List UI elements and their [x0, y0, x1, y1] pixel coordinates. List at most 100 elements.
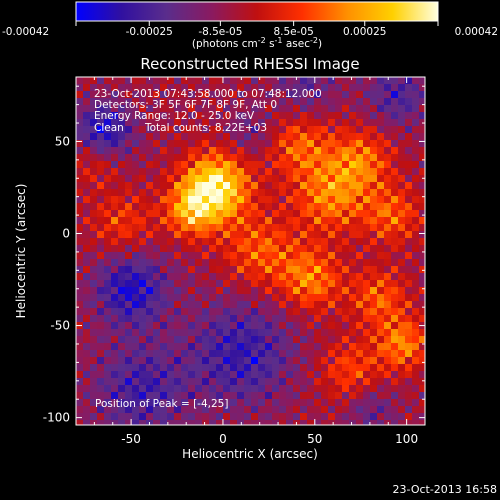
- heatmap-cell: [293, 322, 301, 330]
- heatmap-cell: [335, 105, 343, 113]
- heatmap-cell: [349, 154, 357, 162]
- heatmap-cell: [97, 308, 105, 316]
- y-tick-label: 50: [55, 134, 70, 148]
- heatmap-cell: [286, 161, 294, 169]
- heatmap-cell: [251, 245, 259, 253]
- heatmap-cell: [391, 308, 399, 316]
- heatmap-cell: [370, 168, 378, 176]
- heatmap-cell: [76, 98, 84, 106]
- heatmap-cell: [398, 392, 406, 400]
- heatmap-cell: [237, 147, 245, 155]
- heatmap-cell: [118, 385, 126, 393]
- heatmap-cell: [223, 413, 231, 421]
- heatmap-cell: [104, 252, 112, 260]
- heatmap-cell: [188, 196, 196, 204]
- heatmap-cell: [118, 273, 126, 281]
- heatmap-cell: [230, 196, 238, 204]
- heatmap-cell: [104, 84, 112, 92]
- heatmap-cell: [398, 140, 406, 148]
- heatmap-cell: [307, 308, 315, 316]
- heatmap-cell: [398, 308, 406, 316]
- heatmap-cell: [244, 252, 252, 260]
- heatmap-cell: [293, 175, 301, 183]
- heatmap-cell: [314, 182, 322, 190]
- heatmap-cell: [286, 196, 294, 204]
- heatmap-cell: [342, 336, 350, 344]
- heatmap-cell: [97, 140, 105, 148]
- heatmap-cell: [391, 182, 399, 190]
- heatmap-cell: [181, 182, 189, 190]
- heatmap-cell: [111, 385, 119, 393]
- heatmap-cell: [279, 77, 287, 85]
- heatmap-cell: [230, 322, 238, 330]
- heatmap-cell: [139, 357, 147, 365]
- heatmap-cell: [230, 147, 238, 155]
- heatmap-cell: [405, 182, 413, 190]
- heatmap-cell: [125, 189, 133, 197]
- heatmap-cell: [279, 210, 287, 218]
- heatmap-cell: [279, 140, 287, 148]
- heatmap-cell: [97, 322, 105, 330]
- heatmap-cell: [237, 210, 245, 218]
- heatmap-cell: [356, 371, 364, 379]
- heatmap-cell: [146, 294, 154, 302]
- heatmap-cell: [83, 119, 91, 127]
- heatmap-cell: [314, 112, 322, 120]
- heatmap-cell: [321, 77, 329, 85]
- heatmap-cell: [405, 329, 413, 337]
- heatmap-cell: [216, 364, 224, 372]
- heatmap-cell: [258, 266, 266, 274]
- heatmap-cell: [118, 378, 126, 386]
- heatmap-cell: [83, 210, 91, 218]
- heatmap-cell: [412, 154, 420, 162]
- heatmap-cell: [293, 336, 301, 344]
- heatmap-cell: [356, 378, 364, 386]
- heatmap-cell: [174, 98, 182, 106]
- heatmap-cell: [132, 133, 140, 141]
- heatmap-cell: [363, 189, 371, 197]
- heatmap-cell: [279, 147, 287, 155]
- heatmap-cell: [153, 196, 161, 204]
- heatmap-cell: [216, 252, 224, 260]
- heatmap-cell: [97, 413, 105, 421]
- heatmap-cell: [90, 329, 98, 337]
- heatmap-cell: [384, 322, 392, 330]
- heatmap-cell: [153, 238, 161, 246]
- heatmap-cell: [104, 231, 112, 239]
- heatmap-cell: [419, 420, 425, 425]
- heatmap-cell: [209, 84, 217, 92]
- heatmap-cell: [342, 210, 350, 218]
- heatmap-cell: [293, 203, 301, 211]
- heatmap-cell: [111, 392, 119, 400]
- heatmap-cell: [391, 224, 399, 232]
- heatmap-cell: [146, 378, 154, 386]
- heatmap-cell: [419, 399, 425, 407]
- heatmap-cell: [83, 273, 91, 281]
- heatmap-cell: [419, 154, 425, 162]
- heatmap-cell: [265, 329, 273, 337]
- heatmap-cell: [167, 385, 175, 393]
- heatmap-cell: [230, 336, 238, 344]
- heatmap-cell: [405, 77, 413, 85]
- heatmap-cell: [377, 420, 385, 425]
- heatmap-cell: [174, 322, 182, 330]
- heatmap-cell: [167, 154, 175, 162]
- heatmap-cell: [293, 301, 301, 309]
- heatmap-cell: [167, 161, 175, 169]
- heatmap-cell: [391, 392, 399, 400]
- heatmap-cell: [216, 399, 224, 407]
- heatmap-cell: [216, 385, 224, 393]
- heatmap-cell: [195, 175, 203, 183]
- heatmap-cell: [384, 182, 392, 190]
- heatmap-cell: [328, 350, 336, 358]
- heatmap-cell: [97, 294, 105, 302]
- heatmap-cell: [125, 336, 133, 344]
- heatmap-cell: [132, 196, 140, 204]
- heatmap-cell: [244, 392, 252, 400]
- heatmap-cell: [265, 133, 273, 141]
- heatmap-cell: [167, 231, 175, 239]
- heatmap-cell: [188, 336, 196, 344]
- heatmap-cell: [251, 371, 259, 379]
- heatmap-cell: [104, 224, 112, 232]
- heatmap-cell: [195, 315, 203, 323]
